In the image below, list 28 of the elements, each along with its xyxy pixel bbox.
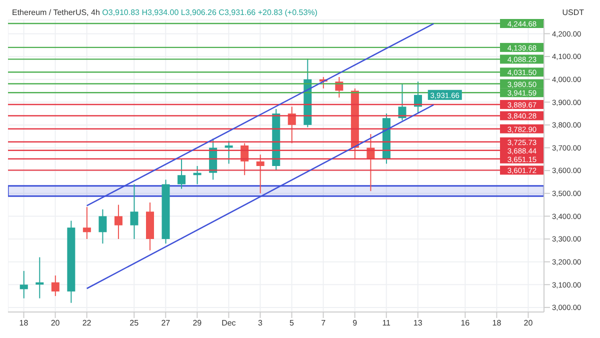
candlestick: [51, 275, 60, 297]
x-tick-label: 16: [460, 318, 470, 328]
x-tick-label: 25: [130, 318, 140, 328]
x-tick-label: 29: [192, 318, 202, 328]
x-tick-label: 11: [382, 318, 392, 328]
candlestick: [224, 140, 233, 164]
x-tick-label: 20: [524, 318, 534, 328]
candlestick: [256, 154, 264, 194]
y-axis-title: USDT: [562, 8, 584, 17]
chart-title: Ethereum / TetherUS, 4h: [12, 8, 100, 17]
candlestick: [130, 184, 138, 240]
x-tick-label: 13: [413, 318, 423, 328]
x-tick-label: 18: [492, 318, 502, 328]
candlestick: [20, 270, 28, 299]
x-tick-label: 9: [352, 318, 358, 328]
x-tick-label: Dec: [222, 318, 236, 328]
x-tick-label: 18: [19, 318, 29, 328]
x-tick-label: 20: [50, 318, 60, 328]
x-tick-label: 5: [290, 318, 295, 328]
x-tick-label: 22: [82, 318, 92, 328]
chart-subtitle: O3,910.83 H3,934.00 L3,906.26 C3,931.66 +20.83 (+0.53%): [102, 8, 318, 17]
candlestick: [98, 208, 107, 244]
candlestick: [114, 204, 122, 240]
candlestick: [178, 158, 186, 190]
x-tick-label: 3: [258, 318, 264, 328]
x-tick-label: 7: [321, 318, 326, 328]
candlestick: [82, 206, 91, 240]
x-tick-label: 27: [161, 318, 171, 328]
